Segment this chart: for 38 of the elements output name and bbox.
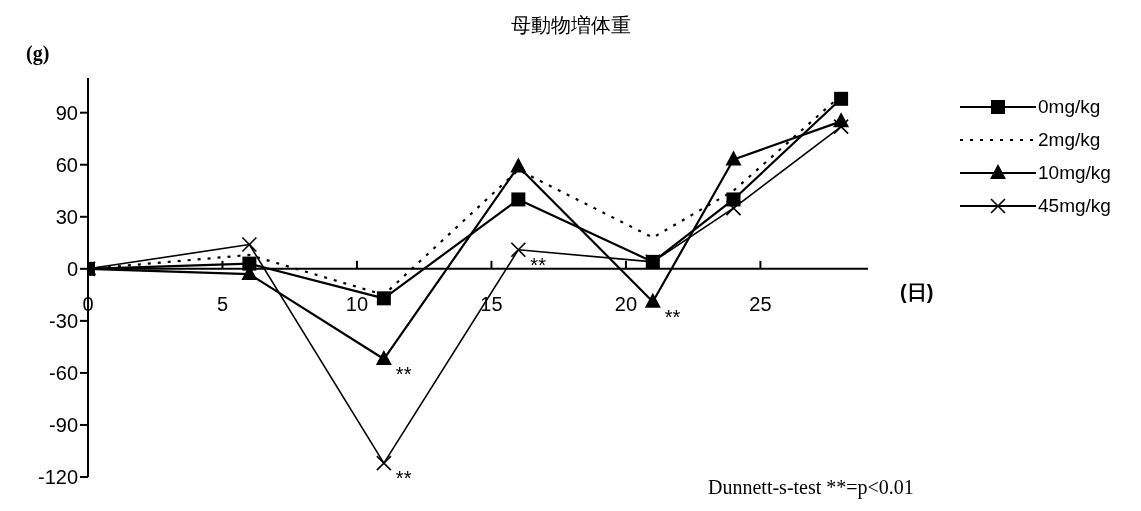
y-axis-title: (g): [26, 42, 50, 65]
y-tick-label: -90: [49, 414, 78, 437]
x-tick-label: 10: [345, 292, 369, 315]
point: [725, 200, 742, 216]
point: [241, 236, 258, 253]
point: [242, 256, 257, 271]
x-tick-label: 20: [614, 292, 638, 315]
point: [376, 291, 391, 306]
annotation: **: [530, 253, 547, 276]
annotation: **: [395, 363, 412, 386]
point: [375, 350, 392, 366]
y-tick-label: -30: [49, 309, 78, 332]
point: [834, 91, 849, 106]
y-tick-label: 60: [55, 153, 78, 176]
x-axis-title: (日): [900, 279, 934, 305]
point: [510, 157, 527, 173]
y-tick-label: 30: [55, 205, 78, 228]
y-tick-label: -60: [49, 362, 78, 385]
x-tick-label: 5: [216, 292, 229, 315]
point: [644, 292, 661, 308]
legend-label: 2mg/kg: [1038, 128, 1101, 151]
legend-label: 45mg/kg: [1038, 194, 1111, 217]
annotation: **: [664, 305, 681, 328]
y-tick-label: 90: [55, 101, 78, 124]
x-tick-label: 25: [749, 292, 772, 315]
legend-label: 10mg/kg: [1038, 161, 1111, 184]
chart-title: 母動物増体重: [509, 13, 632, 38]
legend-label: 0mg/kg: [1038, 95, 1101, 118]
y-tick-label: 0: [66, 257, 78, 280]
point: [376, 455, 392, 471]
point: [725, 150, 742, 166]
point: [833, 118, 849, 135]
point: [726, 192, 741, 207]
annotation: Dunnett-s-test **=p<0.01: [708, 476, 914, 499]
point: [510, 241, 527, 258]
annotation: **: [395, 467, 412, 490]
point: [511, 192, 526, 207]
y-tick-label: -120: [37, 466, 78, 489]
